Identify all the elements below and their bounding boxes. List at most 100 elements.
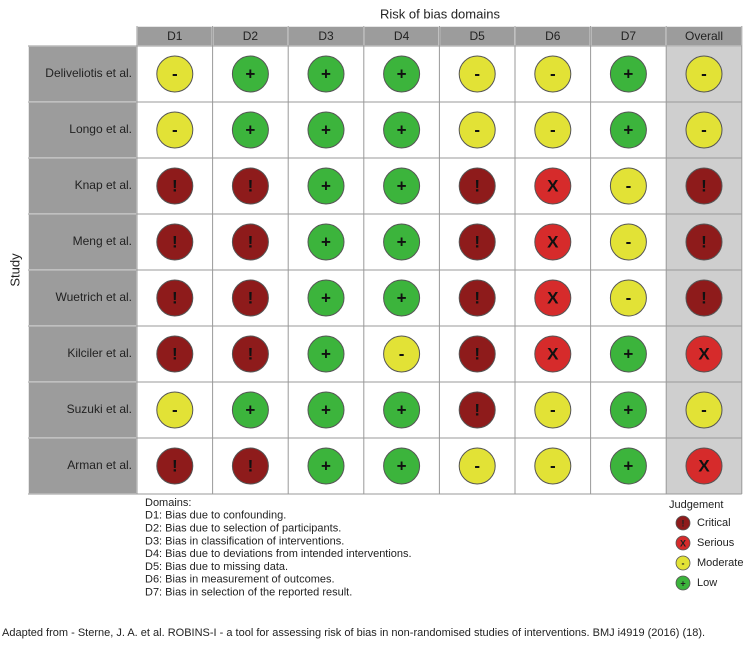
judgement-circle (609, 223, 647, 261)
judgement-circle (458, 167, 496, 205)
study-name: Longo et al. (69, 122, 132, 136)
legend-label: Low (697, 577, 717, 589)
study-name: Meng et al. (73, 234, 132, 248)
judgement-symbol: ! (248, 288, 254, 307)
judgement-circle (156, 167, 194, 205)
judgement-symbol: - (474, 64, 480, 83)
judgement-circle (307, 167, 345, 205)
judgement-circle (156, 391, 194, 429)
judgement-symbol: - (474, 456, 480, 475)
judgement-circle (685, 111, 723, 149)
judgement-symbol: + (623, 64, 633, 83)
judgement-symbol: ! (701, 176, 707, 195)
judgement-circle (685, 335, 723, 373)
judgement-symbol: + (321, 120, 331, 139)
judgement-symbol: ! (172, 344, 178, 363)
judgement-circle (534, 167, 572, 205)
judgement-symbol: - (701, 120, 707, 139)
judgement-symbol: ! (474, 232, 480, 251)
judgement-circle (156, 279, 194, 317)
judgement-symbol: + (321, 400, 331, 419)
judgement-circle (383, 55, 421, 93)
judgement-circle (383, 111, 421, 149)
legend-circle (675, 535, 691, 551)
study-cell (27, 101, 138, 159)
legend-symbol: X (680, 538, 686, 548)
judgement-circle (383, 447, 421, 485)
judgement-circle (231, 335, 269, 373)
judgement-symbol: - (172, 400, 178, 419)
study-name: Arman et al. (67, 458, 132, 472)
judgement-circle (231, 167, 269, 205)
judgement-circle (383, 279, 421, 317)
judgement-circle (534, 111, 572, 149)
study-name: Knap et al. (75, 178, 132, 192)
legend-label: Moderate (697, 557, 743, 569)
judgement-circle (156, 55, 194, 93)
judgement-symbol: + (245, 400, 255, 419)
judgement-symbol: - (550, 456, 556, 475)
judgement-symbol: + (623, 120, 633, 139)
column-header: Overall (685, 29, 723, 43)
judgement-circle (609, 55, 647, 93)
judgement-symbol: + (397, 232, 407, 251)
judgement-symbol: X (547, 176, 559, 195)
judgement-symbol: ! (701, 288, 707, 307)
judgement-symbol: + (397, 176, 407, 195)
domains-title: Domains: (145, 497, 191, 509)
judgement-symbol: ! (172, 288, 178, 307)
judgement-symbol: X (547, 344, 559, 363)
judgement-circle (231, 111, 269, 149)
judgement-circle (307, 391, 345, 429)
judgement-circle (307, 55, 345, 93)
judgement-symbol: - (626, 176, 632, 195)
judgement-symbol: + (397, 400, 407, 419)
judgement-symbol: + (321, 64, 331, 83)
judgement-symbol: - (172, 120, 178, 139)
judgement-circle (609, 279, 647, 317)
study-cell (27, 157, 138, 215)
judgement-circle (383, 223, 421, 261)
judgement-circle (458, 391, 496, 429)
judgement-circle (231, 223, 269, 261)
judgement-symbol: ! (474, 344, 480, 363)
judgement-circle (458, 279, 496, 317)
legend-circle (675, 515, 691, 531)
judgement-symbol: + (623, 456, 633, 475)
study-name: Deliveliotis et al. (45, 66, 132, 80)
judgement-symbol: + (321, 288, 331, 307)
judgement-symbol: ! (248, 456, 254, 475)
judgement-symbol: - (701, 64, 707, 83)
judgement-symbol: ! (172, 176, 178, 195)
judgement-circle (609, 391, 647, 429)
judgement-symbol: - (550, 400, 556, 419)
domain-item: D4: Bias due to deviations from intended… (145, 548, 412, 560)
judgement-symbol: + (397, 288, 407, 307)
column-header: D5 (470, 29, 486, 43)
judgement-symbol: + (245, 120, 255, 139)
judgement-symbol: ! (248, 176, 254, 195)
judgement-symbol: ! (474, 288, 480, 307)
judgement-circle (685, 55, 723, 93)
judgement-circle (685, 447, 723, 485)
judgement-symbol: - (172, 64, 178, 83)
judgement-symbol: X (698, 344, 710, 363)
judgement-symbol: ! (248, 232, 254, 251)
legend-label: Serious (697, 537, 735, 549)
judgement-symbol: + (321, 232, 331, 251)
domain-item: D6: Bias in measurement of outcomes. (145, 574, 335, 586)
judgement-symbol: + (245, 64, 255, 83)
judgement-circle (609, 111, 647, 149)
legend-label: Critical (697, 517, 731, 529)
judgement-symbol: ! (172, 232, 178, 251)
judgement-circle (534, 391, 572, 429)
domain-item: D1: Bias due to confounding. (145, 510, 286, 522)
judgement-circle (458, 223, 496, 261)
judgement-circle (307, 279, 345, 317)
judgement-circle (156, 447, 194, 485)
judgement-symbol: ! (474, 400, 480, 419)
judgement-symbol: + (397, 120, 407, 139)
judgement-symbol: X (547, 288, 559, 307)
judgement-symbol: ! (701, 232, 707, 251)
